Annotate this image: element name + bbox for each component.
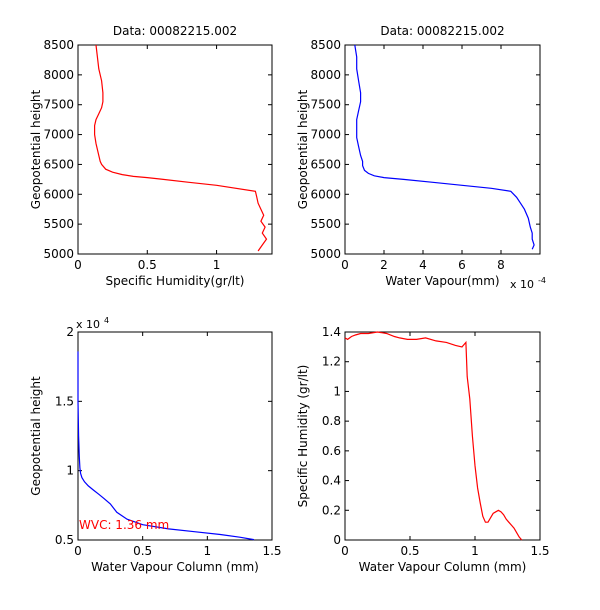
x-tick-label: 8 bbox=[497, 258, 505, 272]
y-axis-label: Specific Humidity (gr/lt) bbox=[296, 365, 310, 508]
x-tick-label: 6 bbox=[458, 258, 466, 272]
y-tick-label: 2 bbox=[66, 325, 74, 339]
x-tick-label: 0.5 bbox=[133, 544, 152, 558]
y-tick-label: 1.5 bbox=[55, 394, 74, 408]
x-exponent-power: -4 bbox=[538, 276, 546, 285]
y-tick-label: 7500 bbox=[310, 98, 341, 112]
y-tick-label: 5500 bbox=[310, 217, 341, 231]
x-tick-label: 0 bbox=[341, 544, 349, 558]
y-tick-label: 0.5 bbox=[55, 533, 74, 547]
x-axis-label: Water Vapour Column (mm) bbox=[91, 560, 259, 574]
y-tick-label: 0 bbox=[333, 533, 341, 547]
x-tick-label: 0 bbox=[341, 258, 349, 272]
y-tick-label: 5500 bbox=[43, 217, 74, 231]
y-tick-label: 7500 bbox=[43, 98, 74, 112]
x-tick-label: 0.5 bbox=[138, 258, 157, 272]
axes-frame bbox=[77, 331, 273, 541]
y-tick-label: 0.4 bbox=[322, 474, 341, 488]
y-tick-label: 6000 bbox=[43, 187, 74, 201]
y-tick-label: 7000 bbox=[310, 128, 341, 142]
y-tick-label: 6000 bbox=[310, 187, 341, 201]
wvc-annotation: WVC: 1.36 mm bbox=[79, 518, 169, 532]
y-tick-label: 8000 bbox=[310, 68, 341, 82]
y-tick-label: 0.8 bbox=[322, 414, 341, 428]
x-tick-label: 0 bbox=[74, 544, 82, 558]
y-tick-label: 8000 bbox=[43, 68, 74, 82]
y-tick-label: 1 bbox=[333, 384, 341, 398]
x-tick-label: 4 bbox=[419, 258, 427, 272]
axes-frame bbox=[344, 44, 541, 255]
y-tick-label: 7000 bbox=[43, 128, 74, 142]
x-axis-label: Water Vapour Column (mm) bbox=[359, 560, 527, 574]
data-series-line bbox=[93, 44, 268, 252]
subplot-1: 0 0.5 1 5000 5500 6000 6500 7000 7500 8000 8500 Dat… bbox=[29, 24, 273, 288]
y-axis-label: Geopotential height bbox=[29, 89, 43, 209]
y-tick-label: 6500 bbox=[310, 157, 341, 171]
y-exponent-label: x 10 bbox=[76, 318, 100, 331]
x-tick-label: 0.5 bbox=[400, 544, 419, 558]
x-axis-label: Specific Humidity(gr/lt) bbox=[106, 274, 245, 288]
x-tick-label: 1 bbox=[213, 258, 221, 272]
subplot-2: 0 2 4 6 8 5000 5500 6000 6500 7000 7500 8000 8500 Dat… bbox=[296, 24, 546, 291]
data-series-line bbox=[354, 44, 535, 250]
axes-frame bbox=[344, 331, 541, 541]
x-tick-label: 1 bbox=[471, 544, 479, 558]
x-tick-label: 2 bbox=[380, 258, 388, 272]
y-tick-label: 5000 bbox=[310, 247, 341, 261]
x-tick-label: 1.5 bbox=[262, 544, 281, 558]
y-tick-label: 0.2 bbox=[322, 503, 341, 517]
y-tick-label: 6500 bbox=[43, 157, 74, 171]
data-series-line bbox=[344, 331, 523, 541]
y-tick-label: 0.6 bbox=[322, 444, 341, 458]
x-exponent-label: x 10 bbox=[510, 278, 534, 291]
y-exponent-power: 4 bbox=[104, 316, 109, 325]
subplot-4: 0 0.5 1 1.5 0 0.2 0.4 0.6 0.8 1 1.2 1.4 Water Vapour… bbox=[296, 325, 550, 574]
data-series-line bbox=[77, 351, 254, 541]
y-tick-label: 8500 bbox=[43, 38, 74, 52]
y-tick-label: 5000 bbox=[43, 247, 74, 261]
y-tick-label: 8500 bbox=[310, 38, 341, 52]
x-tick-label: 1.5 bbox=[530, 544, 549, 558]
y-tick-label: 1.2 bbox=[322, 355, 341, 369]
axes-frame bbox=[77, 44, 273, 255]
x-axis-label: Water Vapour(mm) bbox=[385, 274, 499, 288]
x-tick-label: 0 bbox=[74, 258, 82, 272]
y-axis-label: Geopotential height bbox=[296, 89, 310, 209]
chart-title: Data: 00082215.002 bbox=[113, 24, 237, 38]
x-tick-label: 1 bbox=[204, 544, 212, 558]
chart-title: Data: 00082215.002 bbox=[380, 24, 504, 38]
y-tick-label: 1 bbox=[66, 464, 74, 478]
y-tick-label: 1.4 bbox=[322, 325, 341, 339]
y-axis-label: Geopotential height bbox=[29, 376, 43, 496]
